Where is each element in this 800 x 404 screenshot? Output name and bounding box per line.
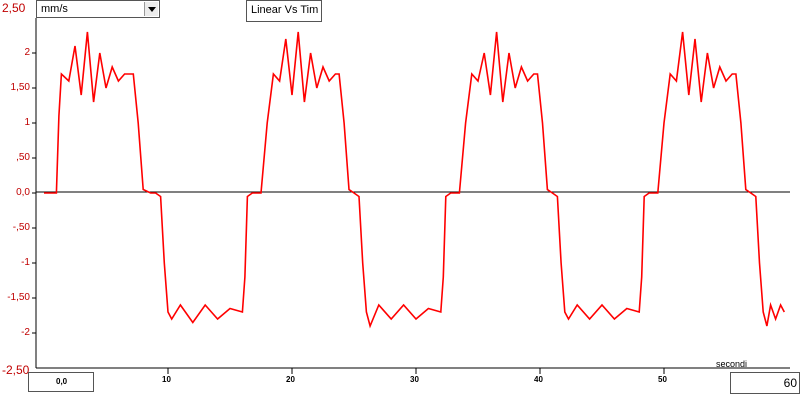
y-tick-label: 2 — [24, 47, 30, 58]
chevron-down-icon[interactable] — [144, 2, 158, 16]
unit-select-value: mm/s — [41, 3, 68, 15]
x-min-value: 0,0 — [56, 377, 68, 386]
x-max-value: 60 — [783, 376, 797, 390]
x-tick-label: 40 — [534, 375, 543, 384]
x-max-field[interactable]: 60 — [730, 372, 800, 394]
x-min-field[interactable]: 0,0 — [28, 372, 94, 392]
x-tick-label: 20 — [286, 375, 295, 384]
chart-title-field[interactable]: Linear Vs Tim — [246, 0, 322, 22]
x-axis-label: secondi — [716, 359, 748, 369]
y-tick-label: 0,0 — [16, 187, 30, 198]
x-tick-label: 10 — [162, 375, 171, 384]
chart-title: Linear Vs Tim — [251, 4, 319, 16]
series-line — [44, 31, 786, 329]
y-tick-label: -1,50 — [7, 292, 30, 303]
y-tick-label: ,50 — [16, 152, 30, 163]
x-tick-label: 50 — [658, 375, 667, 384]
y-min-label: -2,50 — [2, 363, 30, 377]
unit-select[interactable]: mm/s — [36, 0, 160, 18]
y-max-label: 2,50 — [2, 1, 26, 15]
y-tick-label: 1,50 — [10, 82, 30, 93]
y-tick-label: -,50 — [12, 222, 30, 233]
y-tick-label: 1 — [24, 117, 30, 128]
y-tick-label: -1 — [21, 257, 30, 268]
x-tick-label: 30 — [410, 375, 419, 384]
y-tick-label: -2 — [21, 327, 30, 338]
